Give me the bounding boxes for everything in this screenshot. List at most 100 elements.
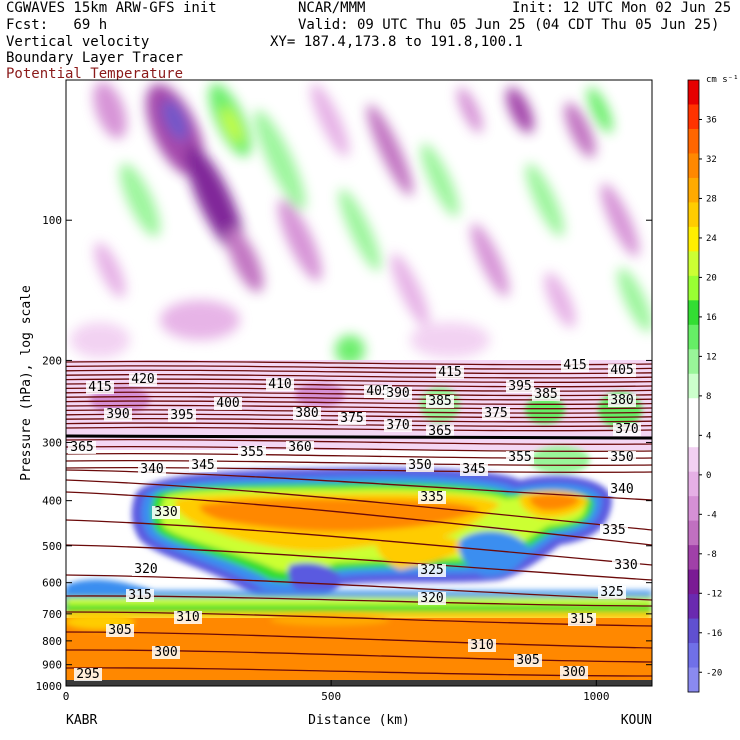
y-axis-label: Pressure (hPa), log scale bbox=[19, 285, 34, 481]
theta-label-bg bbox=[152, 646, 180, 659]
theta-label: 385 bbox=[428, 394, 451, 409]
colorbar-swatch bbox=[688, 471, 699, 497]
theta-contour bbox=[66, 459, 652, 466]
theta-label-bg bbox=[514, 654, 542, 667]
theta-label-bg bbox=[568, 613, 596, 626]
theta-label-bg bbox=[561, 359, 589, 372]
theta-label-bg bbox=[132, 563, 160, 576]
y-axis: 100 200 300 400 500 600 700 800 900 1000 bbox=[36, 214, 652, 693]
theta-label-bg bbox=[482, 407, 510, 420]
y-tick-label: 700 bbox=[42, 608, 62, 621]
theta-label-bg bbox=[152, 506, 180, 519]
theta-contour bbox=[66, 519, 652, 566]
theta-label-bg bbox=[418, 564, 446, 577]
colorbar-swatch bbox=[688, 349, 699, 375]
theta-label-bg bbox=[106, 624, 134, 637]
theta-label: 305 bbox=[108, 623, 131, 638]
theta-label-bg bbox=[426, 425, 454, 438]
theta-label-bg bbox=[86, 381, 114, 394]
theta-label: 410 bbox=[268, 377, 291, 392]
y-tick-label: 600 bbox=[42, 577, 62, 590]
x-tick-label: 1000 bbox=[583, 690, 610, 703]
colorbar-label: -12 bbox=[706, 589, 722, 599]
theta-label: 415 bbox=[563, 358, 586, 373]
colorbar-swatch bbox=[688, 643, 699, 669]
header-fcst: Fcst: 69 h bbox=[6, 17, 108, 33]
theta-label: 390 bbox=[386, 386, 409, 401]
theta-label-bg bbox=[608, 483, 636, 496]
theta-label: 400 bbox=[216, 396, 239, 411]
theta-label: 385 bbox=[534, 387, 557, 402]
colorbar-frame bbox=[687, 79, 700, 693]
theta-contour bbox=[66, 404, 652, 410]
theta-label-bg bbox=[608, 394, 636, 407]
theta-label-bg bbox=[406, 459, 434, 472]
colorbar-swatch bbox=[688, 153, 699, 179]
theta-contour bbox=[66, 649, 652, 663]
theta-label: 330 bbox=[154, 505, 177, 520]
theta-contour bbox=[66, 452, 652, 459]
colorbar-swatch bbox=[688, 80, 699, 105]
theta-label: 305 bbox=[516, 653, 539, 668]
theta-label: 415 bbox=[88, 380, 111, 395]
tropopause-line bbox=[66, 434, 652, 440]
theta-label-bg bbox=[129, 373, 157, 386]
theta-label-bg bbox=[506, 380, 534, 393]
theta-label-bg bbox=[598, 586, 626, 599]
theta-contour bbox=[66, 438, 652, 445]
colorbar-swatch bbox=[688, 128, 699, 154]
colorbar-label: 36 bbox=[706, 115, 717, 125]
y-tick-label: 800 bbox=[42, 635, 62, 648]
theta-label-bg bbox=[266, 378, 294, 391]
x-tick-label: 500 bbox=[321, 690, 341, 703]
theta-contour bbox=[66, 479, 652, 531]
theta-label-bg bbox=[138, 463, 166, 476]
colorbar-label: 8 bbox=[706, 392, 711, 402]
y-tick-label: 200 bbox=[42, 354, 62, 367]
theta-label: 375 bbox=[340, 411, 363, 426]
potential-temperature-contours bbox=[66, 360, 652, 677]
colorbar-label: 0 bbox=[706, 471, 711, 481]
theta-label-bg bbox=[189, 459, 217, 472]
colorbar-label: -4 bbox=[706, 510, 717, 520]
endpoint-right-label: KOUN bbox=[621, 713, 652, 728]
theta-label-bg bbox=[426, 395, 454, 408]
colorbar-swatch bbox=[688, 373, 699, 399]
theta-label: 315 bbox=[128, 588, 151, 603]
theta-contour bbox=[66, 611, 652, 627]
colorbar: 36 32 28 24 20 16 12 8 4 0 -4 -8 -12 -16 -20 bbox=[687, 79, 722, 693]
theta-label: 340 bbox=[610, 482, 633, 497]
theta-contour bbox=[66, 631, 652, 649]
theta-contour bbox=[66, 369, 652, 375]
header-xy: XY= 187.4,173.8 to 191.8,100.1 bbox=[270, 34, 523, 50]
colorbar-swatch bbox=[688, 569, 699, 595]
theta-label: 335 bbox=[602, 523, 625, 538]
theta-label: 300 bbox=[154, 645, 177, 660]
colorbar-swatch bbox=[688, 251, 699, 277]
header-center: NCAR/MMM bbox=[298, 0, 366, 16]
theta-label: 405 bbox=[366, 384, 389, 399]
theta-label: 345 bbox=[191, 458, 214, 473]
field-label-potential-temperature: Potential Temperature bbox=[6, 66, 184, 82]
theta-label: 315 bbox=[570, 612, 593, 627]
field-label-boundary-layer-tracer: Boundary Layer Tracer bbox=[6, 50, 184, 66]
theta-label: 300 bbox=[562, 665, 585, 680]
theta-contour bbox=[66, 426, 652, 432]
theta-contour bbox=[66, 391, 652, 397]
x-tick-label: 0 bbox=[63, 690, 70, 703]
theta-contour bbox=[66, 491, 652, 546]
theta-label: 295 bbox=[76, 667, 99, 682]
theta-label: 320 bbox=[420, 591, 443, 606]
theta-label-bg bbox=[384, 419, 412, 432]
theta-label: 380 bbox=[610, 393, 633, 408]
theta-label: 370 bbox=[386, 418, 409, 433]
theta-label: 360 bbox=[288, 440, 311, 455]
colorbar-swatch bbox=[688, 300, 699, 326]
colorbar-swatch bbox=[688, 226, 699, 252]
header-init: Init: 12 UTC Mon 02 Jun 25 bbox=[512, 0, 732, 16]
theta-label-bg bbox=[532, 388, 560, 401]
theta-label-bg bbox=[506, 451, 534, 464]
theta-contour bbox=[66, 396, 652, 401]
colorbar-swatch bbox=[688, 520, 699, 546]
